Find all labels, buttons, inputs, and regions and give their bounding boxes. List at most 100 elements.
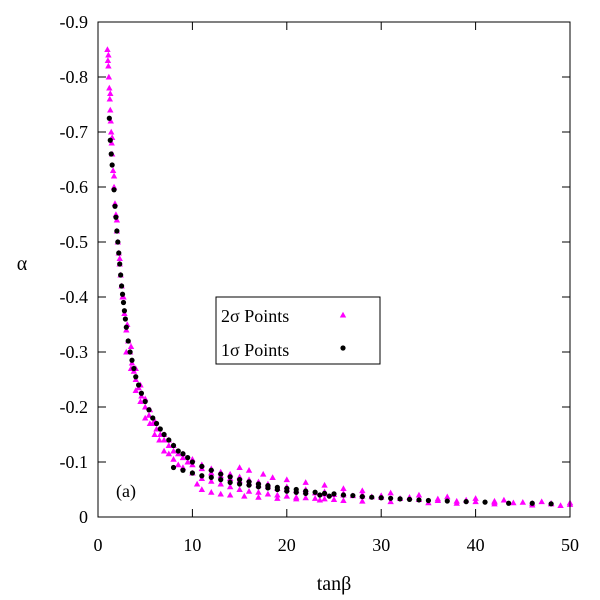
point-1sigma: [463, 499, 469, 505]
point-2sigma: [255, 489, 262, 495]
x-axis-label: tanβ: [317, 573, 352, 595]
y-tick-label: -0.3: [60, 342, 89, 362]
point-2sigma: [137, 398, 144, 405]
point-2sigma: [165, 442, 172, 449]
y-axis-label: α: [17, 253, 28, 275]
panel-label: (a): [116, 481, 136, 502]
point-1sigma: [317, 492, 323, 498]
point-1sigma: [135, 382, 142, 388]
point-1sigma: [444, 498, 450, 504]
point-2sigma: [104, 57, 112, 64]
point-2sigma: [321, 481, 328, 488]
point-2sigma: [105, 51, 112, 58]
point-1sigma: [175, 448, 181, 454]
point-2sigma: [160, 436, 168, 443]
point-1sigma: [161, 431, 167, 438]
point-2sigma: [113, 216, 121, 223]
point-1sigma: [185, 455, 191, 461]
point-2sigma: [260, 470, 267, 477]
point-2sigma: [226, 483, 234, 490]
point-1sigma: [227, 479, 233, 485]
point-1sigma: [119, 283, 125, 289]
point-2sigma: [444, 493, 451, 500]
point-1sigma: [369, 494, 375, 500]
ticks-layer: [97, 21, 571, 518]
point-1sigma: [113, 214, 119, 220]
point-1sigma: [529, 500, 535, 506]
point-2sigma: [359, 487, 366, 494]
point-1sigma: [378, 495, 384, 501]
legend-label-2sigma: 2σ Points: [221, 306, 289, 326]
point-2sigma: [538, 498, 545, 505]
point-1sigma: [208, 467, 214, 473]
y-tick-label: -0.9: [60, 12, 89, 32]
point-1sigma: [312, 489, 318, 495]
legend-label-1sigma: 1σ Points: [221, 340, 289, 360]
point-1sigma: [246, 482, 252, 488]
point-1sigma: [170, 442, 177, 449]
point-1sigma: [133, 374, 139, 380]
point-2sigma: [175, 461, 182, 468]
point-2sigma: [217, 490, 224, 497]
legend-marker-1sigma: [340, 345, 346, 351]
point-2sigma: [151, 431, 158, 438]
point-2sigma: [127, 343, 135, 350]
point-2sigma: [434, 495, 442, 502]
point-1sigma: [157, 426, 163, 432]
point-2sigma: [340, 497, 347, 504]
point-1sigma: [326, 493, 332, 499]
x-tick-label: 30: [372, 535, 390, 555]
point-1sigma: [199, 473, 205, 479]
point-1sigma: [425, 497, 431, 504]
point-2sigma: [106, 84, 113, 91]
point-1sigma: [265, 485, 271, 491]
x-tick-label: 40: [467, 535, 485, 555]
point-1sigma: [331, 491, 337, 497]
point-2sigma: [156, 436, 163, 443]
point-1sigma: [482, 499, 488, 505]
point-1sigma: [180, 467, 186, 473]
point-2sigma: [245, 467, 253, 473]
point-2sigma: [217, 480, 224, 487]
point-2sigma: [510, 499, 517, 506]
point-1sigma: [293, 489, 299, 495]
point-1sigma: [121, 308, 128, 314]
point-1sigma: [416, 497, 422, 503]
point-2sigma: [302, 494, 309, 501]
point-2sigma: [330, 496, 338, 502]
point-2sigma: [274, 495, 281, 501]
point-1sigma: [170, 464, 177, 471]
point-2sigma: [170, 447, 177, 454]
point-1sigma: [189, 470, 195, 476]
points-layer: [104, 46, 574, 509]
point-2sigma: [107, 117, 114, 124]
point-2sigma: [193, 480, 201, 487]
point-1sigma: [321, 490, 328, 496]
point-1sigma: [116, 250, 122, 256]
point-1sigma: [127, 349, 133, 355]
point-2sigma: [132, 387, 139, 394]
point-1sigma: [350, 492, 356, 499]
point-2sigma: [359, 497, 366, 504]
point-2sigma: [293, 495, 300, 502]
point-1sigma: [406, 496, 413, 502]
x-tick-label: 10: [183, 535, 201, 555]
point-1sigma: [274, 486, 280, 493]
point-2sigma: [236, 486, 243, 493]
point-1sigma: [109, 162, 115, 168]
plot-frame: [97, 21, 571, 518]
point-2sigma: [491, 500, 498, 507]
point-2sigma: [116, 255, 123, 262]
point-1sigma: [114, 228, 120, 234]
point-2sigma: [500, 496, 508, 503]
point-2sigma: [105, 62, 112, 69]
point-1sigma: [107, 137, 113, 143]
y-tick-label: -0.1: [60, 452, 89, 472]
point-2sigma: [245, 487, 253, 494]
y-tick-label: -0.8: [60, 67, 89, 87]
point-2sigma: [145, 412, 153, 418]
point-2sigma: [302, 479, 309, 485]
point-2sigma: [109, 167, 117, 174]
point-1sigma: [199, 463, 205, 469]
point-2sigma: [415, 491, 423, 498]
